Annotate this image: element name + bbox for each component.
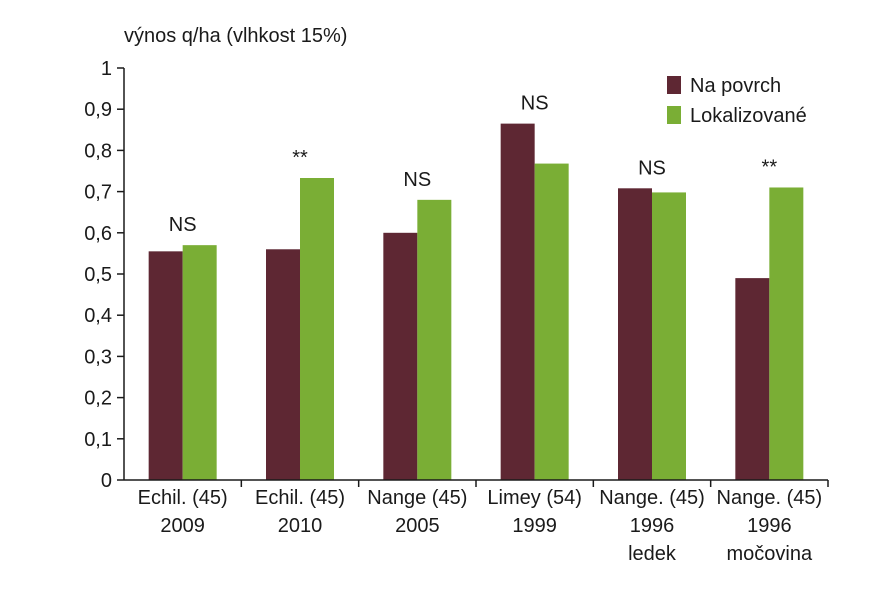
x-category-label: močovina	[727, 543, 813, 565]
legend-swatch	[667, 76, 681, 94]
bar-na-povrch	[383, 232, 418, 480]
x-category-label: 1996	[630, 515, 675, 537]
bar-na-povrch	[618, 188, 652, 480]
y-tick-label: 0,4	[84, 305, 112, 327]
y-tick-label: 0,1	[84, 429, 112, 451]
bar-lokalizovane	[417, 199, 452, 480]
significance-label: NS	[403, 169, 431, 191]
legend-swatch	[667, 106, 681, 124]
bar-na-povrch	[148, 251, 183, 480]
x-category-label: ledek	[628, 543, 677, 565]
y-tick-label: 0,6	[84, 223, 112, 245]
x-category-label: 2010	[278, 515, 323, 537]
significance-label: NS	[521, 93, 549, 115]
bar-lokalizovane	[182, 245, 217, 480]
legend-label: Na povrch	[690, 75, 781, 97]
significance-label: NS	[169, 214, 197, 236]
significance-labels: NS ** NS NS NS **	[169, 93, 778, 237]
y-axis-ticks: 0 0,1 0,2 0,3 0,4 0,5 0,6 0,7 0,8 0,9 1	[84, 58, 124, 492]
x-category-label: Nange. (45)	[599, 487, 705, 509]
y-tick-label: 0,8	[84, 140, 112, 162]
x-category-label: 1999	[512, 515, 557, 537]
x-category-label: Nange. (45)	[717, 487, 823, 509]
legend: Na povrch Lokalizované	[667, 75, 807, 127]
y-tick-label: 1	[101, 58, 112, 80]
bar-na-povrch	[266, 249, 300, 480]
x-axis-labels: Echil. (45) 2009 Echil. (45) 2010 Nange (45)…	[138, 480, 829, 565]
x-category-label: Echil. (45)	[255, 487, 345, 509]
y-tick-label: 0	[101, 470, 112, 492]
y-tick-label: 0,3	[84, 346, 112, 368]
significance-label: **	[292, 147, 308, 169]
y-tick-label: 0,7	[84, 182, 112, 204]
bar-lokalizovane	[652, 192, 686, 480]
y-tick-label: 0,2	[84, 388, 112, 410]
x-category-label: 2005	[395, 515, 440, 537]
bar-lokalizovane	[769, 187, 804, 481]
x-category-label: Echil. (45)	[138, 487, 228, 509]
x-category-label: 2009	[160, 515, 205, 537]
legend-label: Lokalizované	[690, 105, 807, 127]
bar-lokalizovane	[300, 178, 334, 480]
y-tick-label: 0,9	[84, 99, 112, 121]
bar-na-povrch	[500, 123, 535, 481]
x-category-label: 1996	[747, 515, 792, 537]
y-axis-label: výnos q/ha (vlhkost 15%)	[124, 25, 347, 47]
y-tick-label: 0,5	[84, 264, 112, 286]
bar-lokalizovane	[534, 163, 569, 481]
x-category-label: Nange (45)	[367, 487, 467, 509]
bar-na-povrch	[735, 278, 770, 480]
significance-label: NS	[638, 157, 666, 179]
bars	[148, 123, 804, 481]
significance-label: **	[762, 156, 778, 178]
x-category-label: Limey (54)	[487, 487, 581, 509]
